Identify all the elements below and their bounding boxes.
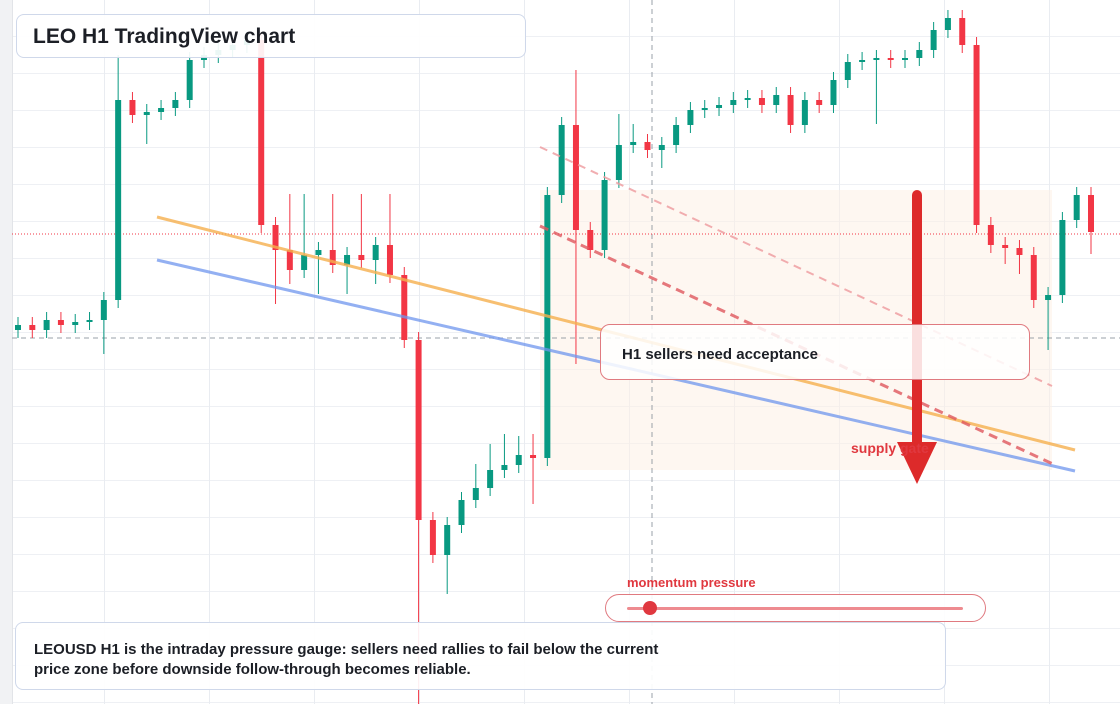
candle-body: [944, 18, 951, 30]
candle-body: [844, 62, 851, 80]
gauge-track: [627, 607, 963, 610]
candle-body: [816, 100, 823, 105]
candle-body: [115, 100, 122, 300]
candle-body: [930, 30, 937, 50]
candle-body: [744, 98, 751, 100]
candle-body: [458, 500, 465, 525]
candle-body: [158, 108, 165, 112]
candle-body: [615, 145, 622, 180]
candle-body: [472, 488, 479, 500]
candle-body: [587, 230, 594, 250]
candle-body: [730, 100, 737, 105]
annotation: supply gate: [851, 440, 929, 456]
candle-body: [386, 245, 393, 275]
candle-body: [72, 322, 79, 325]
candle-body: [186, 60, 193, 100]
candle-body: [444, 525, 451, 555]
candle-body: [902, 58, 909, 60]
candle-body: [415, 340, 422, 520]
candle-body: [429, 520, 436, 555]
candle-body: [329, 250, 336, 265]
candle-body: [673, 125, 680, 145]
candle-body: [15, 325, 21, 330]
candle-body: [787, 95, 794, 125]
candle-body: [1088, 195, 1094, 232]
candle-body: [487, 470, 494, 488]
candle-body: [143, 112, 150, 115]
candle-body: [57, 320, 64, 325]
candle-body: [987, 225, 994, 245]
candle-body: [701, 108, 708, 110]
candle-body: [272, 225, 279, 250]
chart-title: LEO H1 TradingView chart: [33, 25, 296, 48]
candle-body: [372, 245, 379, 260]
candle-body: [129, 100, 136, 115]
candle-body: [558, 125, 565, 195]
candle-body: [644, 142, 651, 150]
candle-body: [773, 95, 780, 105]
candle-body: [43, 320, 50, 330]
candle-body: [1016, 248, 1023, 255]
candle-body: [830, 80, 837, 105]
candle-body: [315, 250, 322, 255]
candle-body: [630, 142, 637, 145]
candle-body: [801, 100, 808, 125]
gauge: [605, 594, 986, 622]
candle-body: [501, 465, 508, 470]
candle-body: [959, 18, 966, 45]
candle-body: [344, 255, 351, 265]
candle-body: [286, 250, 293, 270]
caption: LEOUSD H1 is the intraday pressure gauge…: [34, 641, 659, 678]
candle-body: [515, 455, 522, 465]
candle-body: [873, 58, 880, 60]
candle-body: [1030, 255, 1037, 300]
candle-body: [916, 50, 923, 58]
gauge-label: momentum pressure: [627, 575, 756, 590]
candle-body: [530, 455, 537, 458]
candle-body: [544, 195, 551, 458]
dashed-resistance-upper: [539, 146, 1053, 387]
candle-body: [358, 255, 365, 260]
candle-body: [758, 98, 765, 105]
annotation: H1 sellers need acceptance: [622, 346, 818, 363]
candle-body: [1059, 220, 1066, 295]
candles: [15, 10, 1094, 704]
candle-body: [401, 275, 408, 340]
candle-body: [1002, 245, 1009, 248]
gauge-knob: [643, 601, 657, 615]
candle-body: [29, 325, 36, 330]
dashed-resistance: [539, 224, 1056, 467]
candle-body: [601, 180, 608, 250]
candle-body: [1045, 295, 1052, 300]
candle-body: [1073, 195, 1080, 220]
candle-body: [100, 300, 107, 320]
caption-box: LEOUSD H1 is the intraday pressure gauge…: [15, 622, 946, 690]
candle-body: [687, 110, 694, 125]
annotation-box: H1 sellers need acceptance: [600, 324, 1030, 380]
candle-body: [859, 60, 866, 62]
candle-body: [658, 145, 665, 150]
candle-body: [572, 125, 579, 230]
title-box: LEO H1 TradingView chart: [16, 14, 526, 58]
candle-body: [258, 40, 265, 225]
candle-body: [887, 58, 894, 60]
candle-body: [301, 255, 308, 270]
candle-body: [172, 100, 179, 108]
candle-body: [716, 105, 723, 108]
candle-body: [86, 320, 93, 322]
arrow-head: [897, 442, 937, 484]
candle-body: [973, 45, 980, 225]
toolbar-strip: [0, 0, 13, 704]
